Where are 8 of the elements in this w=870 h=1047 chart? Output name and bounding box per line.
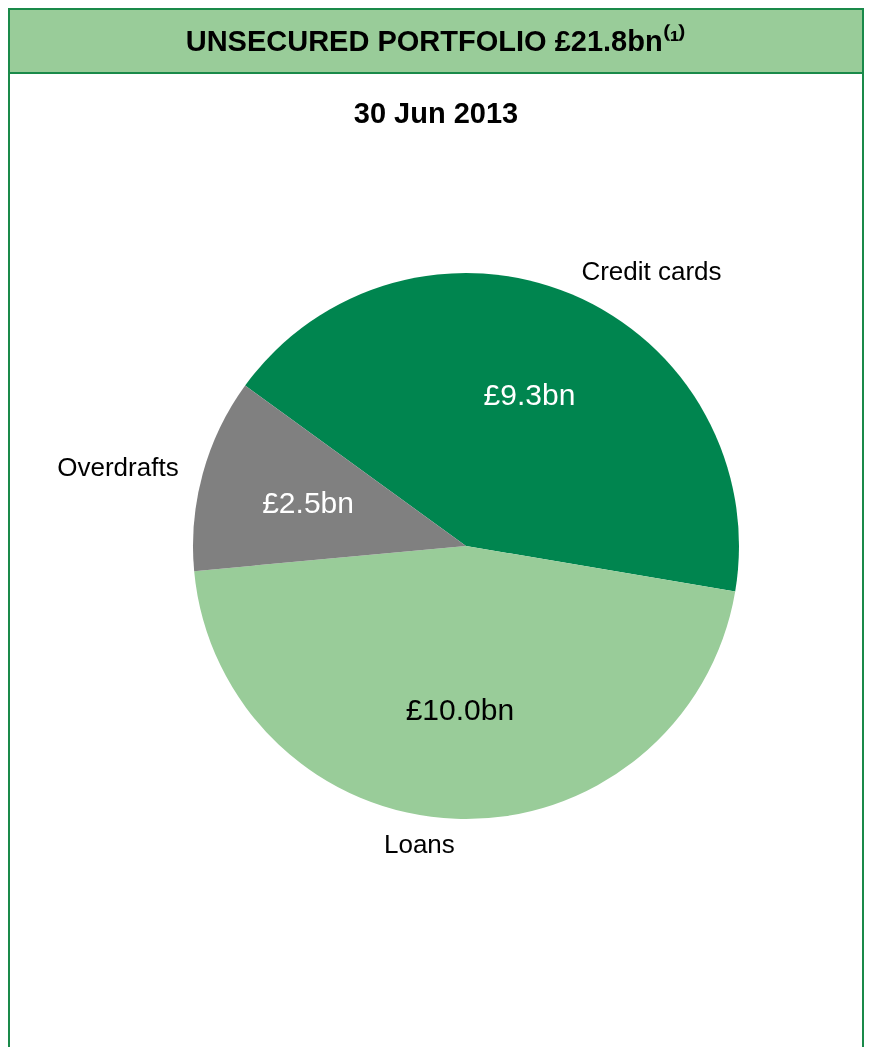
chart-subtitle: 30 Jun 2013 [352,97,520,130]
data-label: £10.0bn [405,693,515,727]
slice-label: Credit cards [581,256,722,287]
slice-label: Loans [383,828,455,859]
data-label: £2.5bn [262,486,354,520]
chart-title: UNSECURED PORTFOLIO £21.8bn⁽¹⁾ [10,10,862,74]
slice-label: Overdrafts [57,452,179,483]
data-label: £9.3bn [483,378,576,412]
